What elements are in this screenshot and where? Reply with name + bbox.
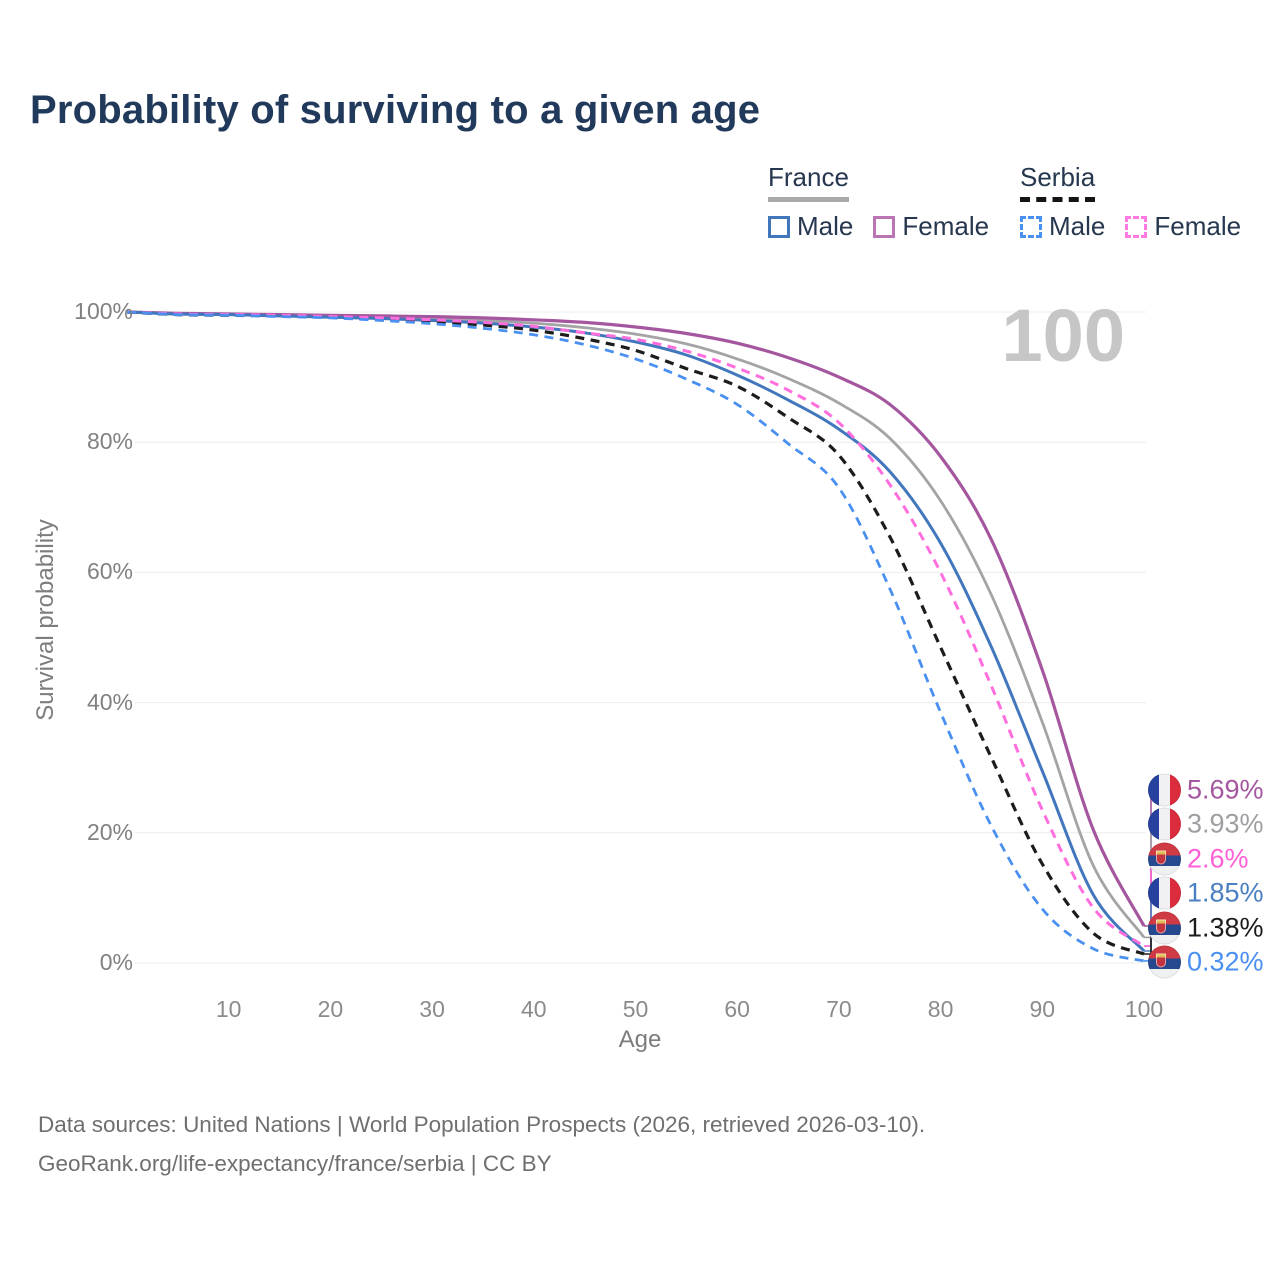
y-tick-60: 60% — [86, 558, 133, 585]
x-axis-title: Age — [618, 1026, 662, 1053]
end-label-5.69: 5.69% — [1148, 773, 1264, 807]
legend-item-serbia-male[interactable]: Male — [1020, 211, 1105, 242]
end-value: 5.69% — [1187, 774, 1264, 805]
curve-france-male — [126, 310, 1146, 953]
x-tick-100: 100 — [1124, 996, 1164, 1022]
curve-serbia-female — [126, 310, 1145, 948]
serbia-flag-icon — [1148, 911, 1181, 945]
legend-item-france-male[interactable]: Male — [768, 211, 853, 242]
curve-serbia-male — [126, 310, 1145, 963]
legend-label-serbia-male: Male — [1049, 211, 1106, 241]
curve-france-total — [126, 310, 1146, 939]
x-tick-40: 40 — [521, 996, 547, 1022]
serbia-flag-icon — [1148, 842, 1181, 876]
end-value: 2.6% — [1187, 843, 1249, 874]
page-title: Probability of surviving to a given age — [30, 88, 761, 132]
x-tick-60: 60 — [724, 996, 750, 1022]
serbia-female-swatch-icon — [1125, 215, 1148, 238]
curve-france-female — [126, 310, 1146, 927]
france-flag-icon — [1148, 876, 1181, 910]
y-tick-100: 100% — [74, 298, 133, 324]
x-tick-50: 50 — [622, 996, 649, 1022]
footer-link: GeoRank.org/life-expectancy/france/serbi… — [38, 1150, 552, 1176]
france-flag-icon — [1148, 807, 1181, 841]
end-label-1.38: 1.38% — [1148, 911, 1264, 945]
footer-sources: Data sources: United Nations | World Pop… — [38, 1112, 926, 1137]
legend-item-france-female[interactable]: Female — [873, 211, 989, 242]
legend-group-france: France Male Female — [768, 162, 989, 242]
legend-items-serbia: Male Female — [1020, 211, 1241, 242]
serbia-emblem-icon — [1156, 919, 1166, 934]
y-tick-20: 20% — [86, 818, 133, 845]
legend-header-serbia: Serbia — [1020, 162, 1096, 202]
legend-label-serbia-female: Female — [1154, 211, 1242, 241]
serbia-flag-icon — [1148, 945, 1181, 979]
end-label-0.32: 0.32% — [1148, 945, 1264, 979]
footer: Data sources: United Nations | World Pop… — [38, 1106, 925, 1183]
x-tick-30: 30 — [419, 996, 445, 1022]
serbia-male-swatch-icon — [1020, 215, 1042, 238]
legend-label-france-male: Male — [797, 211, 854, 241]
legend-group-serbia: Serbia Male Female — [1020, 162, 1241, 242]
france-flag-icon — [1148, 773, 1181, 807]
end-label-2.6: 2.6% — [1148, 842, 1249, 876]
y-tick-0: 0% — [99, 949, 133, 975]
serbia-emblem-icon — [1156, 953, 1166, 968]
france-male-swatch-icon — [768, 215, 790, 238]
end-value: 1.38% — [1187, 912, 1264, 943]
legend-item-serbia-female[interactable]: Female — [1125, 211, 1241, 242]
end-label-1.85: 1.85% — [1148, 876, 1264, 910]
curve-serbia-total — [126, 310, 1145, 956]
x-tick-20: 20 — [317, 996, 344, 1022]
legend-label-france-female: Female — [902, 211, 990, 241]
age-watermark: 100 — [1001, 294, 1125, 377]
legend-header-france: France — [768, 162, 849, 202]
y-tick-80: 80% — [86, 428, 133, 455]
x-tick-10: 10 — [215, 996, 242, 1022]
x-tick-70: 70 — [826, 996, 852, 1022]
x-tick-80: 80 — [927, 996, 954, 1022]
x-tick-90: 90 — [1029, 996, 1056, 1022]
end-value: 3.93% — [1187, 808, 1264, 839]
y-tick-40: 40% — [86, 688, 133, 715]
end-label-3.93: 3.93% — [1148, 807, 1264, 841]
legend-items-france: Male Female — [768, 211, 989, 242]
serbia-emblem-icon — [1156, 850, 1166, 865]
france-female-swatch-icon — [873, 215, 896, 238]
end-value: 1.85% — [1187, 877, 1264, 908]
end-value: 0.32% — [1187, 946, 1264, 977]
